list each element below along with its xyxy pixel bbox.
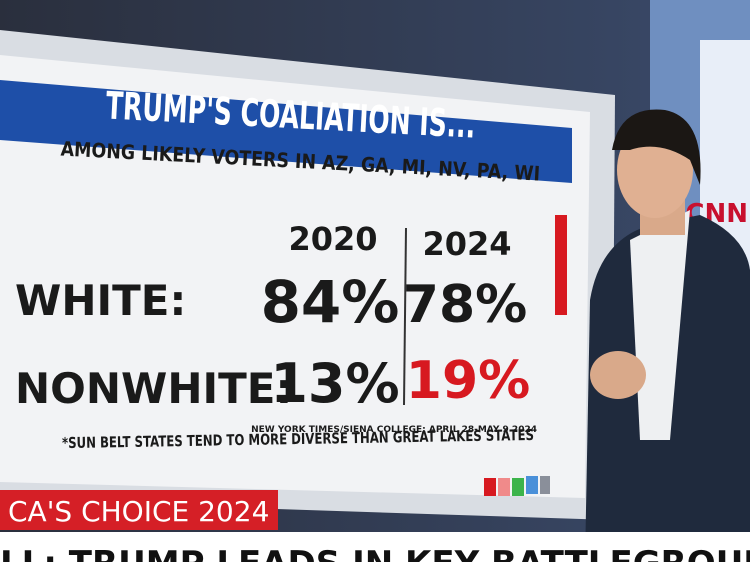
presenter (585, 109, 750, 562)
title-bar (0, 80, 572, 183)
color-swatches (484, 476, 550, 496)
side-bar (555, 215, 567, 315)
column-divider (403, 227, 407, 406)
banner-text: CA'S CHOICE 2024 (8, 495, 269, 528)
ticker-text: LL: TRUMP LEADS IN KEY BATTLEGROUND STAT… (0, 544, 750, 562)
row-label: NONWHITE: (15, 364, 292, 413)
column-header: 2020 (288, 220, 377, 258)
cell-value: 19% (406, 351, 530, 411)
cell-value: 84% (261, 268, 400, 336)
source: NEW YORK TIMES/SIENA COLLEGE; APRIL 28-M… (251, 425, 537, 435)
column-header: 2024 (422, 225, 511, 263)
banner-background (0, 490, 278, 530)
cell-value: 78% (403, 275, 527, 335)
row-label: WHITE: (15, 276, 186, 325)
cell-value: 13% (270, 352, 399, 415)
ticker-background (0, 532, 750, 562)
